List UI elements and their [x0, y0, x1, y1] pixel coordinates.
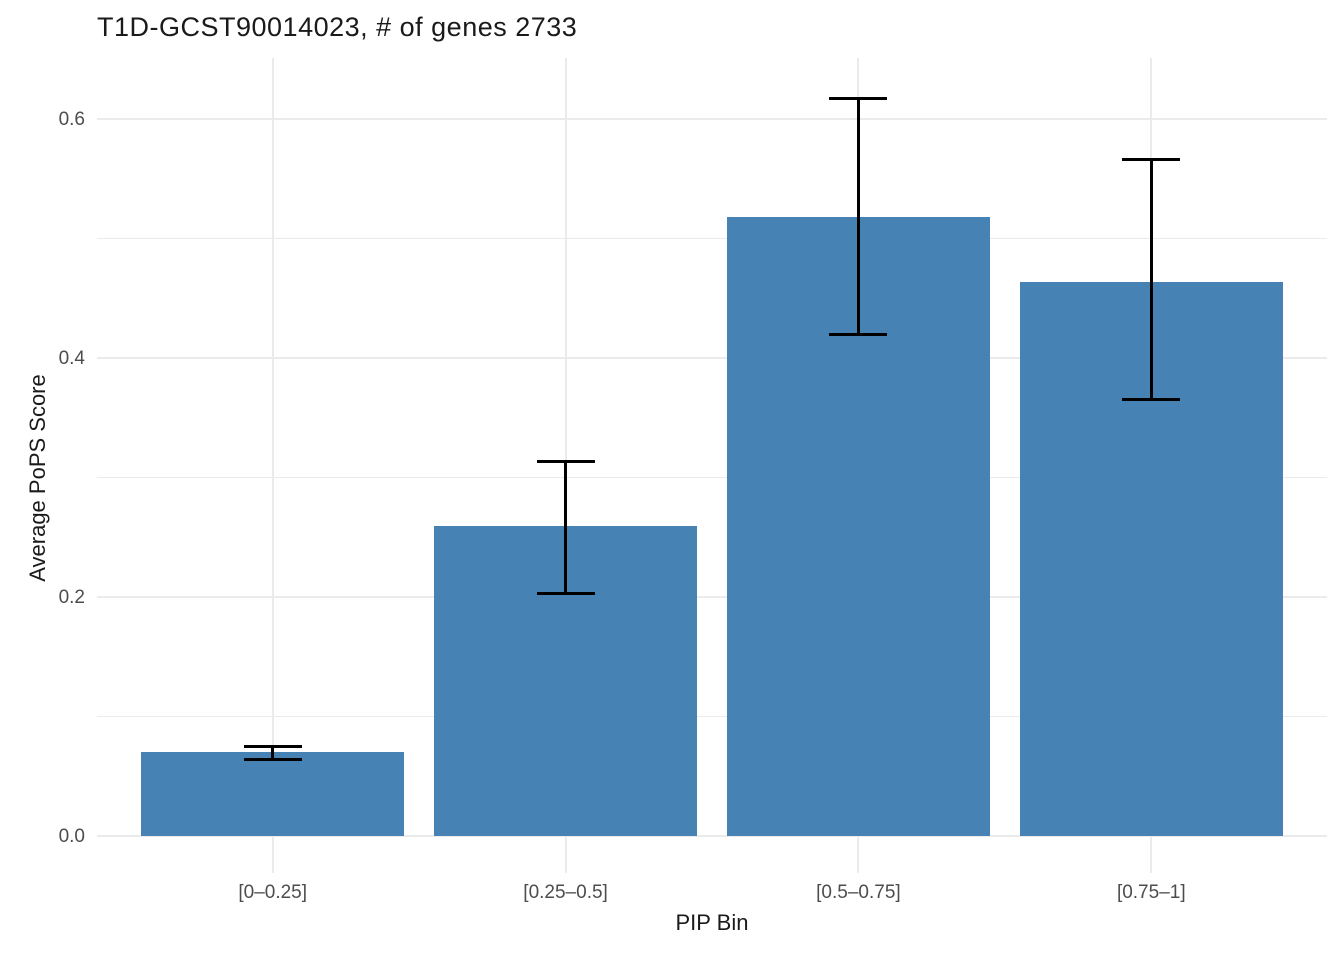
error-bar-cap-bottom [536, 591, 595, 595]
gridline-y-major [97, 596, 1327, 598]
gridline-x-major [271, 58, 274, 873]
x-axis-title: PIP Bin [675, 910, 749, 935]
gridline-y-major [97, 357, 1327, 359]
gridline-y-minor [97, 477, 1327, 478]
y-tick-label: 0.0 [58, 826, 85, 847]
error-bar-stem [564, 461, 568, 594]
bar [140, 752, 405, 836]
gridline-y-major [97, 835, 1327, 837]
error-bar-stem [271, 746, 275, 760]
y-tick-label: 0.6 [58, 109, 85, 130]
x-tick-label: [0.25–0.5] [523, 882, 608, 903]
error-bar-cap-top [829, 97, 888, 101]
x-tick-label: [0.75–1] [1116, 882, 1186, 903]
error-bar-cap-bottom [243, 758, 302, 762]
error-bar-cap-top [243, 744, 302, 748]
x-tick-label: [0–0.25] [238, 882, 308, 903]
y-tick-label: 0.4 [58, 348, 85, 369]
y-tick-label: 0.2 [58, 587, 85, 608]
gridline-y-minor [97, 238, 1327, 239]
gridline-y-major [97, 118, 1327, 120]
error-bar-cap-bottom [1122, 398, 1181, 402]
error-bar-cap-top [1122, 158, 1181, 162]
error-bar-cap-bottom [829, 332, 888, 336]
error-bar-stem [856, 98, 860, 335]
chart-title: T1D-GCST90014023, # of genes 2733 [97, 12, 578, 42]
x-tick-label: [0.5–0.75] [816, 882, 901, 903]
error-bar-stem [1149, 159, 1153, 400]
y-axis-title: Average PoPS Score [25, 374, 50, 582]
gridline-y-minor [97, 716, 1327, 717]
error-bar-cap-top [536, 460, 595, 464]
